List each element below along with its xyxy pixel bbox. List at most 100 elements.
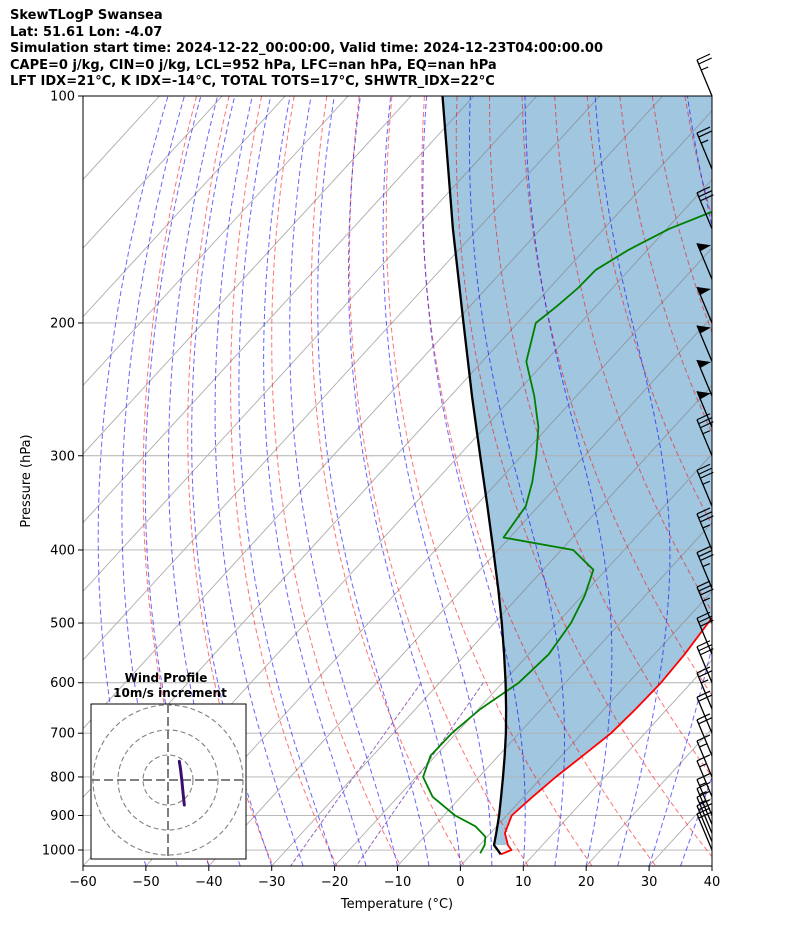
wind-barb — [696, 640, 714, 683]
dry-adiabat-line — [455, 96, 712, 858]
hodograph-ring — [142, 754, 194, 806]
isotherm-line — [208, 316, 712, 866]
index-line: LFT IDX=21°C, K IDX=-14°C, TOTAL TOTS=17… — [10, 74, 495, 89]
wind-barb-full — [696, 772, 711, 781]
isotherm-line — [83, 96, 538, 593]
wind-barb-half — [702, 597, 711, 602]
wind-barb-half — [699, 790, 707, 796]
moist-adiabat-line — [317, 96, 430, 866]
wind-barb-full — [698, 190, 712, 198]
x-tick-label: 40 — [704, 875, 721, 890]
hodograph-plot — [91, 704, 246, 859]
isotherm-line — [83, 96, 223, 249]
wind-barb-full — [698, 130, 712, 138]
y-tick-label: 300 — [50, 449, 75, 464]
moist-adiabat-line — [121, 96, 185, 866]
wind-barb-staff — [696, 513, 713, 551]
wind-barb-full — [698, 584, 712, 592]
wind-barb-half — [699, 763, 707, 768]
wind-barb-staff — [696, 192, 713, 230]
wind-barb-full — [700, 471, 714, 479]
wind-barb-half — [702, 480, 711, 485]
wind-barb-staff — [696, 419, 713, 457]
temperature-line — [500, 616, 712, 856]
isotherm-line — [145, 247, 712, 866]
wind-barb-staff — [696, 813, 713, 851]
wind-barb-full — [696, 463, 711, 471]
moist-adiabat-line — [191, 96, 273, 866]
wind-barb — [696, 611, 714, 655]
wind-barb — [696, 359, 713, 397]
wind-barb-staff — [696, 59, 713, 97]
moist-adiabat-line — [468, 96, 565, 866]
wind-barb-full — [700, 515, 714, 523]
wind-barb — [696, 799, 713, 842]
wind-barb-full — [696, 666, 711, 674]
wind-barb-full — [698, 467, 712, 475]
wind-barb-full — [696, 507, 711, 515]
wind-barb-full — [696, 545, 711, 554]
wind-barb-full — [696, 126, 711, 134]
x-tick-label: 0 — [456, 875, 464, 890]
wind-barb — [696, 507, 714, 551]
wind-barb-staff — [696, 132, 713, 170]
wind-barb-full — [696, 807, 711, 815]
wind-barb-full — [698, 615, 712, 623]
wind-barb — [696, 545, 714, 589]
wind-barb-full — [698, 803, 712, 811]
dry-adiabat-line — [421, 96, 657, 866]
wind-barb-full — [698, 717, 712, 725]
moist-adiabat-line — [289, 96, 398, 866]
x-tick-label: −20 — [321, 875, 348, 890]
wind-barb-flag — [697, 286, 711, 295]
wind-barb — [696, 325, 713, 362]
y-tick-label: 400 — [50, 543, 75, 558]
location-line: Lat: 51.61 Lon: -4.07 — [10, 24, 163, 40]
moist-adiabat-line — [648, 96, 712, 866]
wind-barb — [696, 286, 713, 324]
hodograph-trace — [177, 759, 186, 807]
y-axis-label: Pressure (hPa) — [19, 434, 34, 527]
wind-barb-staff — [696, 672, 713, 710]
chart-title: SkewTLogP Swansea — [10, 8, 163, 23]
y-tick-label: 100 — [50, 90, 75, 105]
isotherm-line — [460, 590, 712, 866]
wind-barb-half — [700, 139, 709, 144]
dewpoint-line — [422, 210, 712, 854]
wind-barb — [696, 807, 713, 851]
moist-adiabat-line — [594, 96, 671, 866]
dry-adiabat-line — [619, 96, 712, 434]
dry-adiabat-line — [142, 96, 210, 866]
isotherm-line — [775, 96, 794, 866]
wind-barb — [696, 186, 714, 230]
wind-barb-half — [702, 562, 711, 568]
dry-adiabat-line — [750, 96, 794, 866]
mixing-ratio-line — [355, 682, 484, 866]
mixing-ratio-layer — [290, 682, 484, 866]
wind-barb — [696, 391, 713, 428]
wind-barb-flag — [697, 325, 711, 334]
wind-barb-full — [696, 690, 711, 698]
wind-barb — [696, 690, 713, 734]
dry-adiabat-line — [385, 96, 593, 866]
dry-adiabat-line — [489, 96, 712, 778]
isotherm-line — [271, 384, 712, 866]
wind-barb-flag — [697, 391, 711, 400]
y-tick-label: 800 — [50, 770, 75, 785]
cape-fill-layer — [442, 96, 712, 846]
wind-barb-full — [696, 713, 711, 721]
wind-barb-staff — [696, 696, 713, 734]
wind-barb-full — [700, 194, 714, 202]
x-tick-label: −30 — [258, 875, 285, 890]
wind-barb-full — [696, 53, 711, 61]
cape-line: CAPE=0 j/kg, CIN=0 j/kg, LCL=952 hPa, LF… — [10, 57, 497, 73]
moist-adiabat-line — [422, 96, 526, 866]
wind-barb-full — [698, 549, 712, 558]
isotherm-line — [334, 453, 712, 866]
wind-barb-half — [700, 66, 709, 71]
x-tick-label: 30 — [641, 875, 658, 890]
wind-barb — [696, 413, 714, 457]
wind-barb — [696, 734, 713, 778]
wind-barb-full — [698, 644, 712, 652]
